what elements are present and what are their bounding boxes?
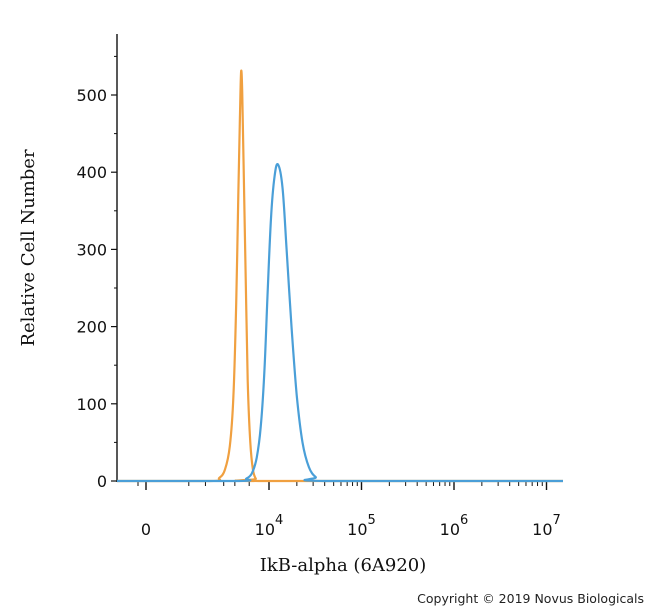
y-tick-label: 100 [76, 395, 107, 414]
series-line-2 [117, 162, 563, 483]
x-tick-label: 106 [440, 513, 469, 539]
y-axis-label: Relative Cell Number [18, 149, 39, 346]
x-axis-label: IkB-alpha (6A920) [260, 555, 427, 576]
histogram-chart: 0 100 200 300 400 500 0 104 105 106 107 Relative … [18, 34, 563, 576]
series-layer [117, 69, 563, 483]
axes [116, 34, 563, 482]
y-tick-label: 300 [76, 240, 107, 259]
y-tick-label: 400 [76, 163, 107, 182]
y-tick-label: 200 [76, 318, 107, 337]
y-tick-label: 0 [97, 472, 107, 491]
x-tick-label: 104 [255, 513, 284, 539]
x-tick-label: 105 [347, 513, 376, 539]
y-tick-label: 500 [76, 86, 107, 105]
x-axis-ticks: 0 104 105 106 107 [137, 481, 561, 539]
copyright-notice: Copyright © 2019 Novus Biologicals [417, 591, 644, 606]
series-line-1 [117, 69, 563, 483]
x-tick-label: 0 [141, 520, 151, 539]
y-axis-ticks: 0 100 200 300 400 500 [76, 55, 117, 491]
x-tick-label: 107 [532, 513, 561, 539]
